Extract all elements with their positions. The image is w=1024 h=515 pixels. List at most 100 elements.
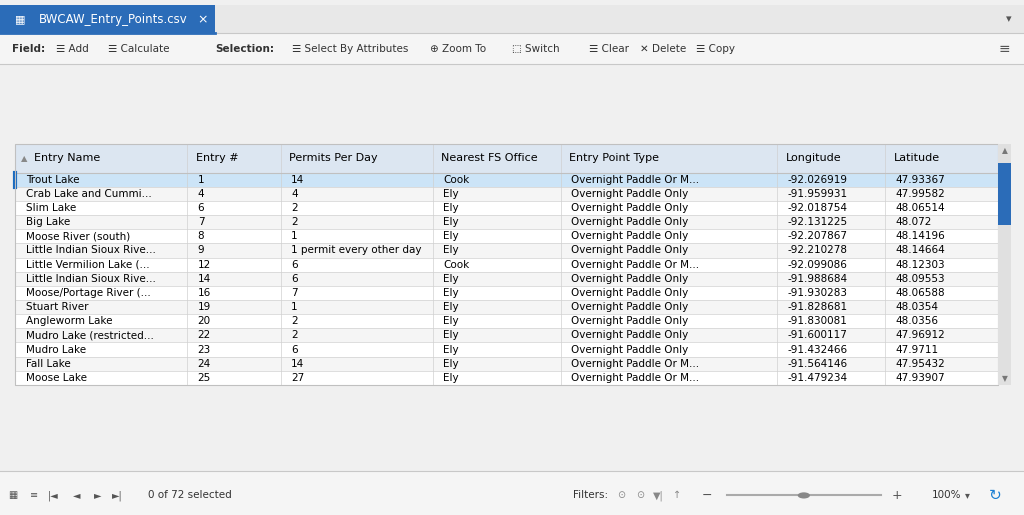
Circle shape xyxy=(798,492,810,499)
Text: ☰ Select By Attributes: ☰ Select By Attributes xyxy=(292,44,409,54)
Text: |◄: |◄ xyxy=(48,490,58,501)
Text: 6: 6 xyxy=(291,345,298,354)
Text: 7: 7 xyxy=(198,217,204,227)
Text: 48.12303: 48.12303 xyxy=(896,260,945,269)
Text: Mudro Lake (restricted...: Mudro Lake (restricted... xyxy=(26,331,154,340)
Text: Overnight Paddle Or M...: Overnight Paddle Or M... xyxy=(571,359,699,369)
Text: -91.830081: -91.830081 xyxy=(787,316,847,326)
Text: 14: 14 xyxy=(291,175,304,184)
Text: Ely: Ely xyxy=(443,373,459,383)
Bar xyxy=(15,144,998,173)
Text: Cook: Cook xyxy=(443,260,470,269)
Bar xyxy=(998,163,1011,225)
Text: Overnight Paddle Only: Overnight Paddle Only xyxy=(571,217,688,227)
Bar xyxy=(15,173,998,187)
Text: -91.600117: -91.600117 xyxy=(787,331,847,340)
Text: Nearest FS Office: Nearest FS Office xyxy=(441,153,538,163)
Text: ▦: ▦ xyxy=(15,14,26,25)
Text: Entry #: Entry # xyxy=(196,153,239,163)
Text: 48.0356: 48.0356 xyxy=(896,316,939,326)
Bar xyxy=(0,471,1024,515)
Bar xyxy=(15,144,998,385)
Text: ≡: ≡ xyxy=(30,490,38,501)
Text: 48.06514: 48.06514 xyxy=(896,203,945,213)
Bar xyxy=(15,286,998,300)
Text: -92.026919: -92.026919 xyxy=(787,175,848,184)
Text: -92.210278: -92.210278 xyxy=(787,246,848,255)
Bar xyxy=(15,329,998,342)
Text: -92.099086: -92.099086 xyxy=(787,260,847,269)
Text: +: + xyxy=(892,489,902,502)
Bar xyxy=(15,187,998,201)
Text: Ely: Ely xyxy=(443,217,459,227)
Text: Selection:: Selection: xyxy=(215,44,274,54)
Text: 2: 2 xyxy=(291,331,298,340)
Bar xyxy=(215,5,1024,33)
Text: 48.09553: 48.09553 xyxy=(896,274,945,284)
Text: Ely: Ely xyxy=(443,302,459,312)
Text: ⊙: ⊙ xyxy=(636,490,644,501)
Text: Overnight Paddle Only: Overnight Paddle Only xyxy=(571,316,688,326)
Text: BWCAW_Entry_Points.csv: BWCAW_Entry_Points.csv xyxy=(39,13,187,26)
Text: 16: 16 xyxy=(198,288,211,298)
Bar xyxy=(15,201,998,215)
Text: Mudro Lake: Mudro Lake xyxy=(26,345,86,354)
Text: 2: 2 xyxy=(291,316,298,326)
Text: 48.0354: 48.0354 xyxy=(896,302,939,312)
Text: Overnight Paddle Only: Overnight Paddle Only xyxy=(571,288,688,298)
Text: ⊕ Zoom To: ⊕ Zoom To xyxy=(430,44,486,54)
Text: 6: 6 xyxy=(291,260,298,269)
Text: -91.988684: -91.988684 xyxy=(787,274,848,284)
Text: 27: 27 xyxy=(291,373,304,383)
Bar xyxy=(15,272,998,286)
Text: ▾: ▾ xyxy=(1006,14,1012,25)
Text: 6: 6 xyxy=(291,274,298,284)
Text: Longitude: Longitude xyxy=(785,153,841,163)
Text: ×: × xyxy=(198,13,208,26)
Text: Overnight Paddle Or M...: Overnight Paddle Or M... xyxy=(571,373,699,383)
Text: -92.018754: -92.018754 xyxy=(787,203,848,213)
Text: 14: 14 xyxy=(198,274,211,284)
FancyBboxPatch shape xyxy=(0,5,215,33)
Text: ↑: ↑ xyxy=(673,490,681,501)
Text: -91.479234: -91.479234 xyxy=(787,373,848,383)
Text: ▾: ▾ xyxy=(966,490,970,501)
Text: Entry Name: Entry Name xyxy=(34,153,100,163)
Text: Trout Lake: Trout Lake xyxy=(26,175,79,184)
Text: 8: 8 xyxy=(198,231,204,241)
Text: 20: 20 xyxy=(198,316,211,326)
Text: 12: 12 xyxy=(198,260,211,269)
Text: ↻: ↻ xyxy=(989,488,1001,503)
Text: Overnight Paddle Or M...: Overnight Paddle Or M... xyxy=(571,175,699,184)
Text: ▦: ▦ xyxy=(7,490,17,501)
Text: Little Indian Sioux Rive...: Little Indian Sioux Rive... xyxy=(26,246,156,255)
Text: -91.828681: -91.828681 xyxy=(787,302,848,312)
Text: ⊙: ⊙ xyxy=(617,490,626,501)
Text: Ely: Ely xyxy=(443,345,459,354)
Text: ▲: ▲ xyxy=(1001,146,1008,156)
Text: 0 of 72 selected: 0 of 72 selected xyxy=(148,490,232,501)
Text: 47.99582: 47.99582 xyxy=(896,189,945,199)
Text: Ely: Ely xyxy=(443,274,459,284)
Bar xyxy=(15,229,998,244)
Text: 1: 1 xyxy=(291,302,298,312)
Text: ✕ Delete: ✕ Delete xyxy=(640,44,686,54)
Text: ►|: ►| xyxy=(113,490,123,501)
Text: Ely: Ely xyxy=(443,246,459,255)
Text: Filters:: Filters: xyxy=(573,490,608,501)
Text: 48.072: 48.072 xyxy=(896,217,932,227)
Text: -91.959931: -91.959931 xyxy=(787,189,848,199)
Text: Moose River (south): Moose River (south) xyxy=(26,231,130,241)
Text: -91.564146: -91.564146 xyxy=(787,359,848,369)
Text: -92.131225: -92.131225 xyxy=(787,217,848,227)
Bar xyxy=(15,357,998,371)
Text: Ely: Ely xyxy=(443,203,459,213)
Bar xyxy=(15,258,998,272)
Text: Moose Lake: Moose Lake xyxy=(26,373,87,383)
Text: Fall Lake: Fall Lake xyxy=(26,359,71,369)
Text: 22: 22 xyxy=(198,331,211,340)
Text: ≡: ≡ xyxy=(998,42,1010,56)
Text: 48.14664: 48.14664 xyxy=(896,246,945,255)
Text: 4: 4 xyxy=(198,189,204,199)
Text: Overnight Paddle Only: Overnight Paddle Only xyxy=(571,246,688,255)
